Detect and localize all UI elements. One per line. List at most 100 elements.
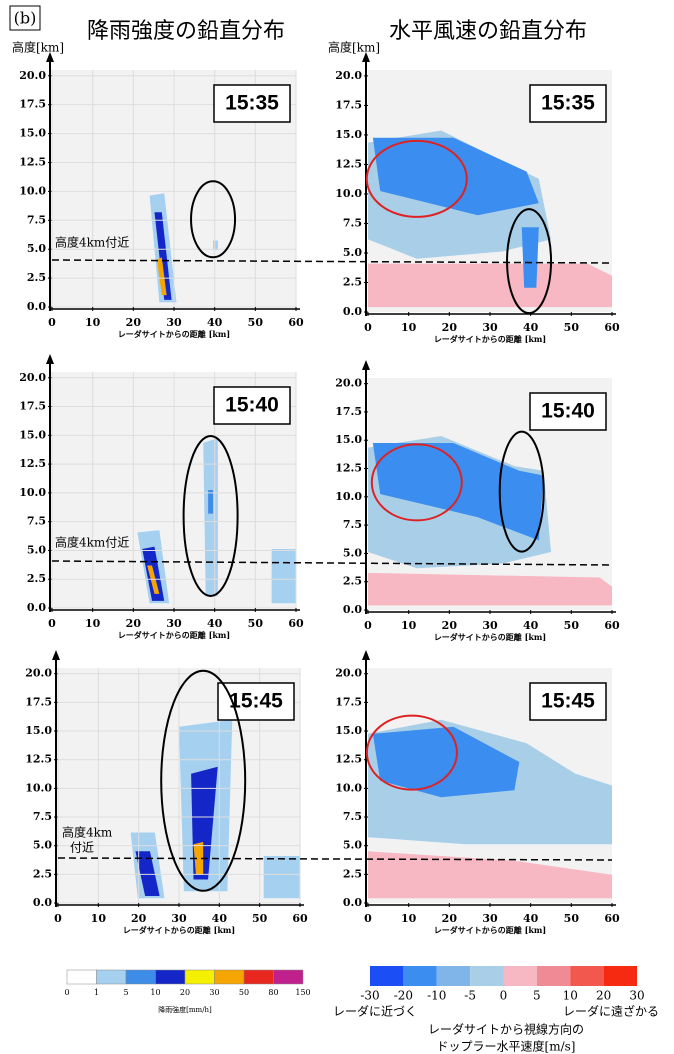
colorbar-tick-label: 150 bbox=[295, 988, 310, 997]
colorbar-segment bbox=[603, 966, 637, 986]
x-tick-label: 10 bbox=[401, 912, 417, 925]
dashed-line bbox=[51, 259, 613, 264]
x-axis-label: レーダサイトからの距離 [km] bbox=[434, 334, 546, 344]
y-tick-label: 15.0 bbox=[335, 724, 362, 737]
y-tick-label: 17.5 bbox=[19, 400, 46, 413]
radar-echo bbox=[203, 438, 218, 597]
x-tick-label: 10 bbox=[91, 912, 107, 925]
x-tick-label: 40 bbox=[523, 321, 539, 334]
x-tick-label: 60 bbox=[604, 912, 620, 925]
y-tick-label: 2.5 bbox=[343, 867, 362, 880]
x-tick-label: 0 bbox=[54, 912, 62, 925]
colorbar-tick-label: -30 bbox=[360, 989, 379, 1003]
colorbar-tick-label: 50 bbox=[239, 988, 249, 997]
y-tick-label: 12.5 bbox=[335, 157, 362, 170]
x-tick-label: 30 bbox=[171, 912, 187, 925]
y-tick-label: 12.5 bbox=[335, 753, 362, 766]
x-tick-label: 0 bbox=[364, 321, 372, 334]
y-tick-label: 10.0 bbox=[25, 781, 52, 794]
y-tick-label: 0.0 bbox=[27, 300, 46, 313]
time-label: 15:45 bbox=[541, 690, 595, 713]
highlight-ellipse bbox=[365, 714, 458, 791]
x-tick-label: 0 bbox=[364, 912, 372, 925]
colorbar-tick-label: 0 bbox=[500, 989, 508, 1003]
x-axis-label: レーダサイトからの距離 [km] bbox=[434, 632, 546, 642]
y-tick-label: 15.0 bbox=[335, 128, 362, 141]
time-box bbox=[529, 682, 607, 721]
highlight-ellipse bbox=[370, 443, 463, 522]
x-tick-label: 10 bbox=[85, 617, 101, 630]
annotation: 高度4km bbox=[62, 825, 113, 840]
colorbar-end-label: レーダに近づく bbox=[333, 1004, 417, 1019]
y-tick-label: 15.0 bbox=[25, 724, 52, 737]
x-tick-label: 50 bbox=[252, 912, 268, 925]
highlight-ellipse bbox=[182, 434, 239, 597]
colorbar-tick-label: 0 bbox=[64, 988, 69, 997]
time-label: 15:35 bbox=[225, 92, 279, 115]
x-tick-label: 0 bbox=[48, 617, 56, 630]
x-axis-label: レーダサイトからの距離 [km] bbox=[118, 329, 230, 339]
y-tick-label: 5.0 bbox=[27, 242, 46, 255]
annotation: 高度4km付近 bbox=[55, 535, 129, 550]
highlight-ellipse bbox=[365, 139, 468, 218]
colorbar-tick-label: 20 bbox=[596, 989, 611, 1003]
colorbar-tick-label: 1 bbox=[94, 988, 99, 997]
colorbar-segment bbox=[536, 966, 571, 986]
radar-echo bbox=[193, 841, 204, 875]
y-tick-label: 7.5 bbox=[27, 213, 46, 226]
y-tick-label: 2.5 bbox=[343, 575, 362, 588]
x-tick-label: 60 bbox=[604, 619, 620, 632]
x-tick-label: 60 bbox=[604, 321, 620, 334]
highlight-ellipse bbox=[160, 669, 247, 892]
x-tick-label: 20 bbox=[126, 617, 142, 630]
y-axis-label: 高度[km] bbox=[12, 40, 64, 55]
x-tick-label: 20 bbox=[131, 912, 147, 925]
axis-arrow bbox=[46, 354, 54, 364]
colorbar-tick-label: 80 bbox=[268, 988, 278, 997]
colorbar-segment bbox=[470, 966, 504, 986]
y-tick-label: 20.0 bbox=[335, 667, 362, 680]
colorbar-tick-label: 30 bbox=[209, 988, 219, 997]
colorbar-tick-label: 5 bbox=[533, 989, 541, 1003]
x-tick-label: 40 bbox=[207, 316, 223, 329]
radar-echo bbox=[271, 549, 296, 604]
colorbar-segment bbox=[570, 966, 604, 986]
y-tick-label: 15.0 bbox=[335, 433, 362, 446]
time-label: 15:45 bbox=[229, 690, 283, 713]
colorbar-segment bbox=[96, 969, 127, 985]
colorbar-segment bbox=[214, 969, 245, 985]
colorbar-segment bbox=[436, 966, 471, 986]
radar-echo bbox=[368, 851, 612, 899]
y-axis-label: 高度[km] bbox=[328, 40, 380, 55]
axis-arrow bbox=[46, 52, 54, 62]
radar-echo bbox=[372, 726, 520, 798]
y-tick-label: 0.0 bbox=[33, 896, 52, 909]
x-axis-label: レーダサイトからの距離 [km] bbox=[434, 925, 546, 935]
y-tick-label: 7.5 bbox=[27, 515, 46, 528]
x-tick-label: 40 bbox=[207, 617, 223, 630]
y-tick-label: 0.0 bbox=[343, 305, 362, 318]
y-tick-label: 17.5 bbox=[335, 98, 362, 111]
y-tick-label: 12.5 bbox=[19, 155, 46, 168]
x-tick-label: 60 bbox=[292, 912, 308, 925]
x-tick-label: 20 bbox=[442, 912, 458, 925]
colorbar-tick-label: 5 bbox=[123, 988, 128, 997]
colorbar-segment bbox=[66, 969, 97, 985]
time-label: 15:40 bbox=[541, 400, 595, 423]
x-tick-label: 10 bbox=[85, 316, 101, 329]
dashed-line bbox=[51, 560, 613, 566]
highlight-ellipse bbox=[506, 208, 553, 315]
y-tick-label: 7.5 bbox=[33, 810, 52, 823]
y-tick-label: 10.0 bbox=[335, 187, 362, 200]
y-tick-label: 0.0 bbox=[343, 603, 362, 616]
radar-echo bbox=[372, 137, 539, 216]
radar-echo bbox=[368, 263, 612, 308]
x-tick-label: 40 bbox=[212, 912, 228, 925]
x-tick-label: 30 bbox=[482, 619, 498, 632]
y-tick-label: 17.5 bbox=[335, 695, 362, 708]
x-tick-label: 10 bbox=[401, 619, 417, 632]
colorbar-title: レーダサイトから視線方向の bbox=[428, 1022, 584, 1037]
time-box bbox=[213, 386, 291, 425]
column-title: 水平風速の鉛直分布 bbox=[389, 19, 587, 44]
